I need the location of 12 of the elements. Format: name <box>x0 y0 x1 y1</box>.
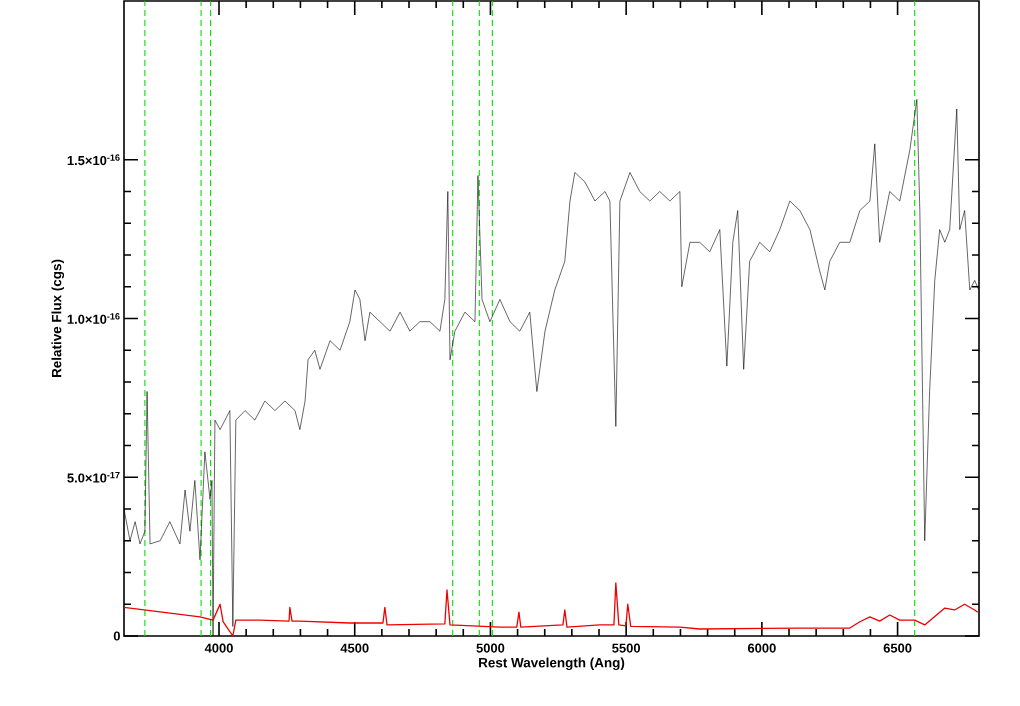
x-tick-label: 6000 <box>747 643 776 653</box>
y-tick-label: 1.5×10$^{-16}$ <box>67 154 120 166</box>
x-axis-title: Rest Wavelength (Ang) <box>479 657 625 671</box>
x-tick-label: 5500 <box>612 643 641 653</box>
y-tick-label: 0 <box>113 631 120 641</box>
x-tick-label: 6500 <box>883 643 912 653</box>
y-tick-label: 1.0×10$^{-16}$ <box>67 313 120 324</box>
x-tick-label: 4000 <box>204 643 233 653</box>
y-axis-title: Relative Flux (cgs) <box>51 259 65 378</box>
x-tick-label: 5000 <box>476 643 505 653</box>
y-tick-label: 5.0×10$^{-17}$ <box>67 471 120 483</box>
x-tick-label: 4500 <box>340 643 369 653</box>
